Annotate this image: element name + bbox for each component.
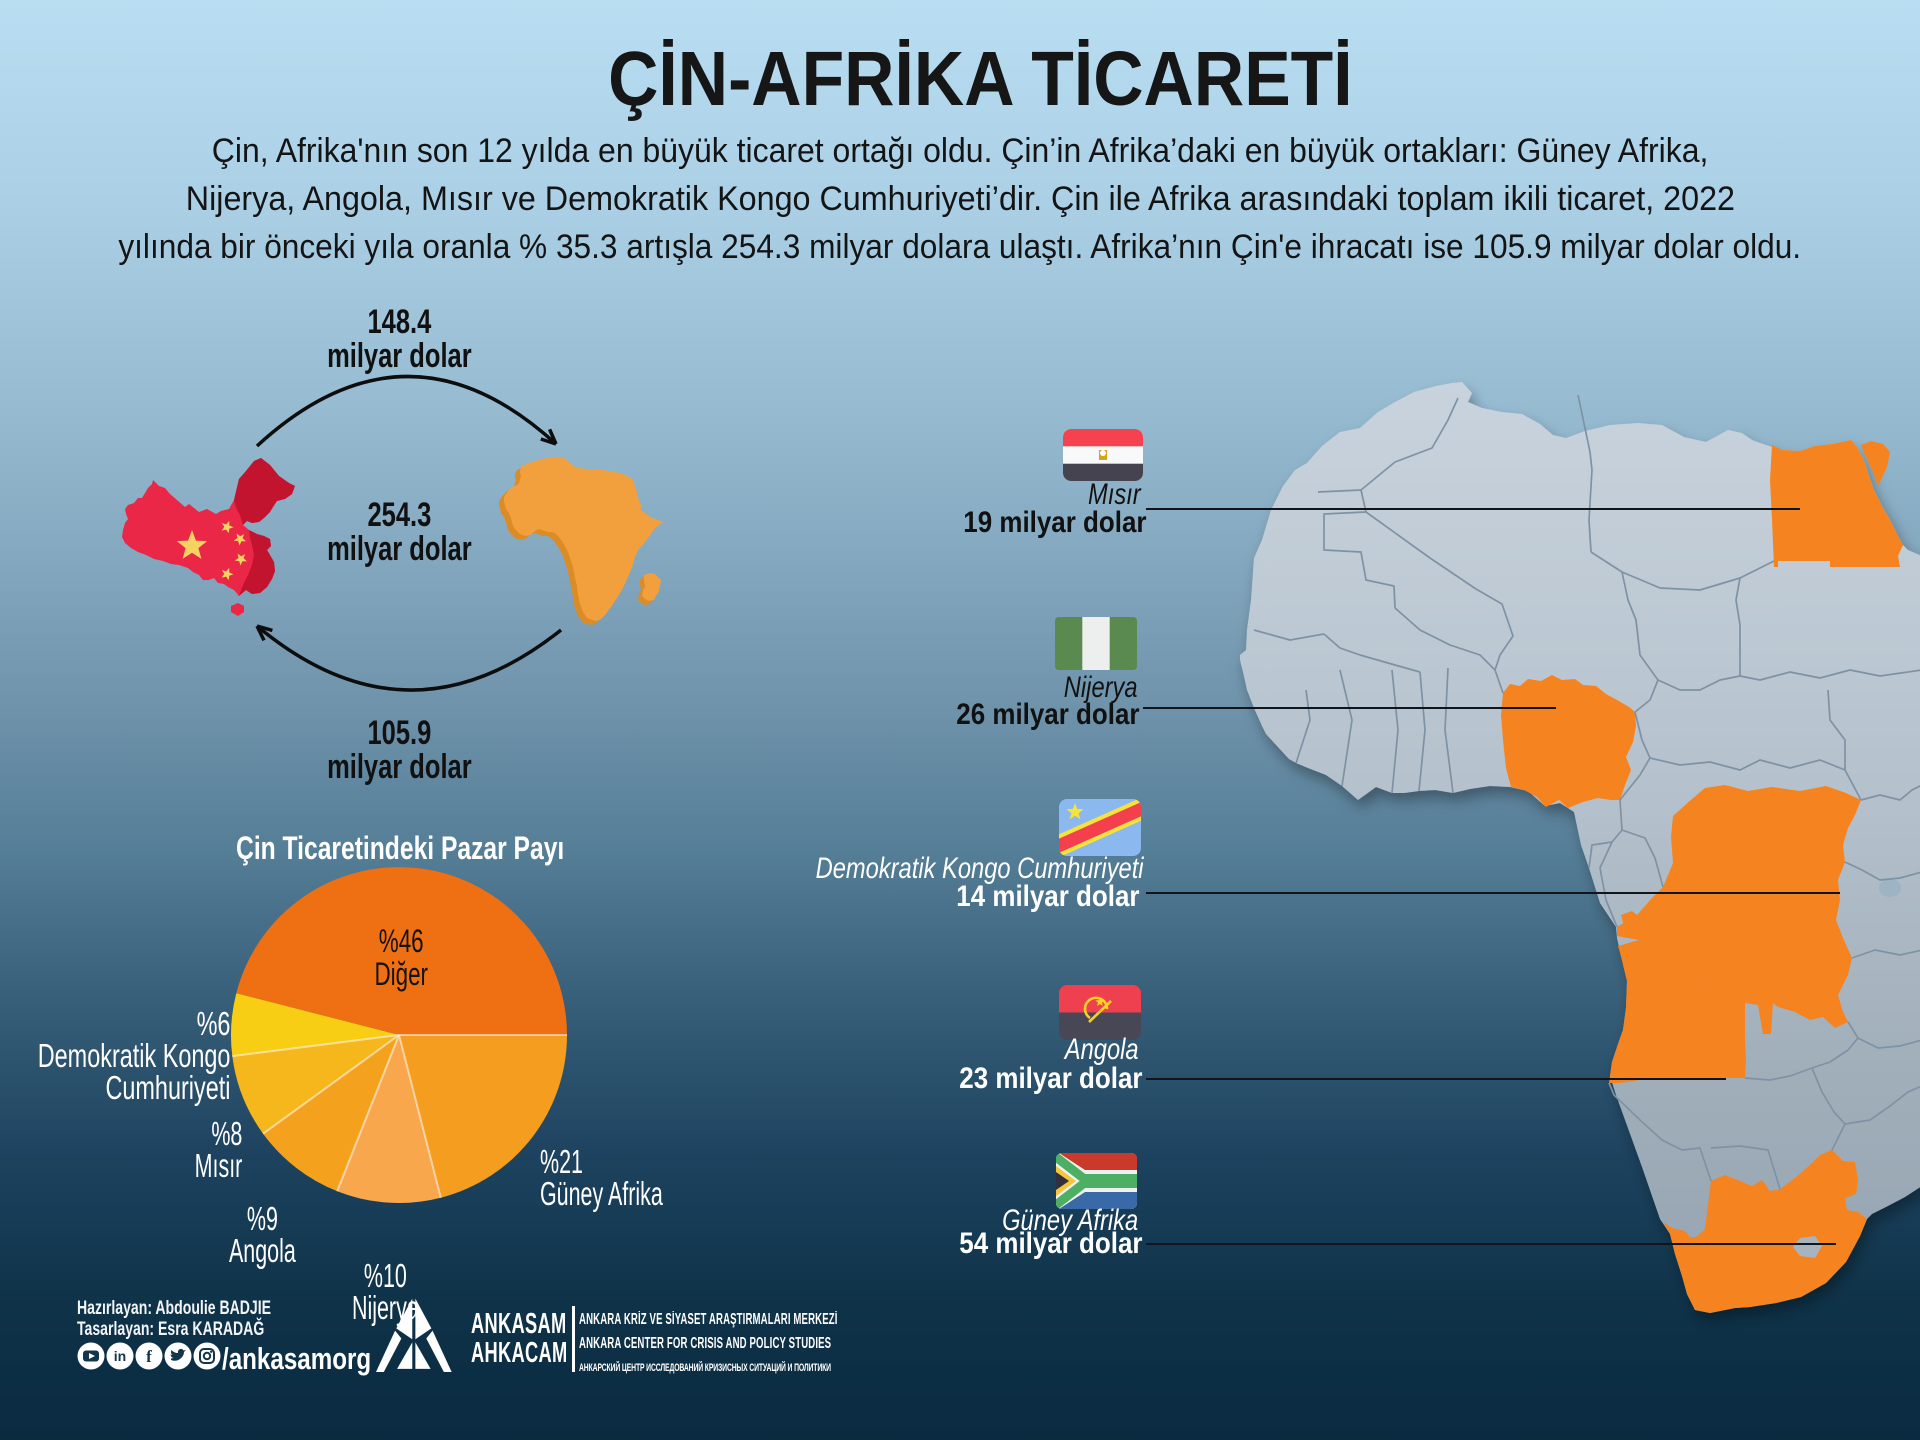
svg-text:f: f	[146, 1347, 152, 1366]
svg-text:in: in	[114, 1348, 126, 1364]
